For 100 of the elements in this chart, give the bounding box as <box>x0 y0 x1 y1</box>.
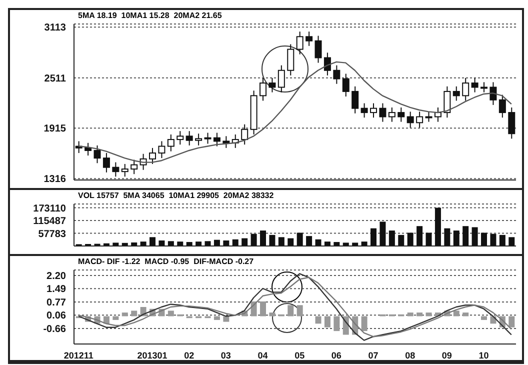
candlestick <box>388 106 396 122</box>
candlestick <box>333 64 340 84</box>
bar <box>499 234 506 246</box>
bar <box>380 222 386 246</box>
bar <box>232 239 238 246</box>
bar <box>481 232 488 246</box>
candlestick <box>314 35 322 64</box>
candlestick <box>260 77 267 102</box>
bar <box>334 316 340 332</box>
bar <box>472 227 478 246</box>
y-tick-label: 1915 <box>44 124 66 135</box>
bar <box>388 230 395 246</box>
x-tick-label: 201211 <box>64 350 94 360</box>
bar <box>426 232 432 246</box>
text: MACD- DIF -1.22 MACD -0.95 DIF-MACD -0.27 <box>78 257 254 266</box>
bar <box>315 316 322 324</box>
candlestick <box>176 130 184 146</box>
bar <box>140 242 146 246</box>
bar <box>361 242 368 246</box>
candlestick <box>167 134 174 152</box>
bar <box>481 316 488 320</box>
candlestick <box>287 44 294 76</box>
bar <box>462 226 469 246</box>
bar <box>444 228 450 246</box>
bar <box>260 301 266 316</box>
bar <box>361 316 368 332</box>
bar <box>352 242 358 246</box>
y-tick-label: 1.49 <box>46 284 66 296</box>
x-tick-label: 07 <box>368 350 378 360</box>
candlestick <box>195 133 202 146</box>
bar <box>324 242 330 246</box>
candlestick <box>508 106 516 140</box>
candlestick <box>102 152 110 173</box>
x-tick-label: 08 <box>405 350 416 360</box>
candlestick <box>360 102 368 118</box>
bar <box>204 241 211 246</box>
candlestick <box>480 82 488 93</box>
bar <box>296 305 303 316</box>
bar <box>269 234 276 246</box>
candlestick <box>490 82 497 106</box>
bar <box>398 234 404 246</box>
bar <box>324 316 330 328</box>
candlestick <box>278 64 285 93</box>
bar <box>158 240 165 246</box>
bar <box>223 240 230 246</box>
bar <box>296 232 303 246</box>
candlestick <box>186 130 193 146</box>
x-tick-label: 10 <box>478 350 489 360</box>
bar <box>434 208 441 246</box>
y-tick-label: 0.06 <box>46 310 66 322</box>
y-tick-label: 173110 <box>33 203 66 214</box>
y-tick-label: 2.20 <box>46 271 66 282</box>
bar <box>112 316 119 320</box>
x-tick-label: 06 <box>331 350 342 360</box>
candlestick <box>306 31 313 46</box>
bar <box>242 238 248 246</box>
bar <box>407 232 414 246</box>
bar <box>453 230 460 246</box>
y-tick-label: 2511 <box>44 73 66 84</box>
candlestick <box>213 132 220 147</box>
y-tick-label: -0.66 <box>43 324 66 336</box>
bar <box>407 312 414 316</box>
bar <box>278 237 284 246</box>
x-tick-label: 201301 <box>137 350 168 360</box>
bar <box>370 228 377 246</box>
candlestick <box>94 144 101 164</box>
bar <box>150 237 156 246</box>
bar <box>177 242 184 246</box>
y-tick-label: 3113 <box>44 22 66 34</box>
text: VOL 15757 5MA 34065 10MA1 29905 20MA2 38332 <box>78 191 274 200</box>
bar <box>426 312 432 316</box>
candlestick <box>241 124 248 146</box>
x-tick-label: 02 <box>184 350 194 360</box>
candlestick <box>452 86 460 102</box>
bar <box>122 312 128 316</box>
candlestick <box>296 31 304 55</box>
bar <box>462 312 469 316</box>
bar <box>168 241 174 246</box>
candlestick <box>434 106 442 122</box>
x-tick-label: 09 <box>442 350 452 360</box>
bar <box>131 310 138 316</box>
bar <box>269 312 276 316</box>
bar <box>250 234 257 246</box>
bar <box>453 310 460 316</box>
bar <box>508 237 515 246</box>
bar <box>214 316 220 320</box>
candlestick <box>370 102 378 118</box>
bar <box>196 242 202 246</box>
candlestick <box>379 102 386 122</box>
x-tick-label: 05 <box>294 350 305 360</box>
candlestick <box>425 111 432 122</box>
candlestick <box>462 77 470 102</box>
candlestick <box>268 77 276 93</box>
candlestick <box>444 86 451 118</box>
bar <box>306 236 312 246</box>
y-tick-label: 115487 <box>33 216 66 228</box>
candlestick <box>84 142 92 156</box>
candlestick <box>130 159 138 175</box>
y-tick-label: 0.77 <box>46 298 66 309</box>
candlestick <box>398 106 405 122</box>
